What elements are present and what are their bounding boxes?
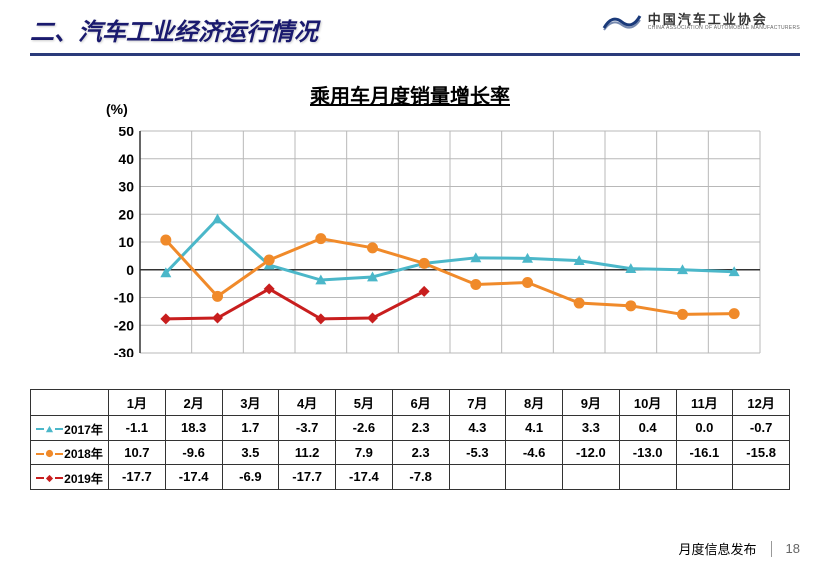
y-axis-unit: (%) [106, 101, 128, 117]
month-header: 1月 [109, 390, 166, 416]
month-header: 10月 [619, 390, 676, 416]
data-cell [733, 465, 790, 490]
header-underline [30, 53, 800, 56]
chart-area: (%) 50403020100-10-20-30 [30, 109, 790, 389]
svg-text:40: 40 [118, 151, 134, 167]
data-cell: -17.7 [279, 465, 336, 490]
data-cell: -5.3 [449, 440, 506, 465]
data-cell [676, 465, 733, 490]
data-cell: -7.8 [392, 465, 449, 490]
month-header: 2月 [165, 390, 222, 416]
data-cell: 2.3 [392, 416, 449, 441]
svg-text:10: 10 [118, 234, 134, 250]
data-cell [619, 465, 676, 490]
data-cell: 3.5 [222, 440, 279, 465]
data-cell: 11.2 [279, 440, 336, 465]
table-corner [31, 390, 109, 416]
data-cell [449, 465, 506, 490]
data-cell: -2.6 [336, 416, 393, 441]
month-header: 5月 [336, 390, 393, 416]
svg-text:50: 50 [118, 127, 134, 139]
svg-text:-20: -20 [114, 317, 134, 333]
page-number: 18 [786, 541, 800, 556]
data-cell: 10.7 [109, 440, 166, 465]
data-cell: 4.1 [506, 416, 563, 441]
footer-separator [771, 541, 772, 557]
data-cell [563, 465, 620, 490]
data-cell: -17.4 [336, 465, 393, 490]
data-cell: -9.6 [165, 440, 222, 465]
month-header: 3月 [222, 390, 279, 416]
month-header: 8月 [506, 390, 563, 416]
data-cell: -13.0 [619, 440, 676, 465]
org-logo: 中国汽车工业协会 CHINA ASSOCIATION OF AUTOMOBILE… [602, 10, 800, 34]
svg-text:-10: -10 [114, 290, 134, 306]
data-cell: 4.3 [449, 416, 506, 441]
data-cell: 18.3 [165, 416, 222, 441]
data-cell: 7.9 [336, 440, 393, 465]
data-cell: -4.6 [506, 440, 563, 465]
svg-text:0: 0 [126, 262, 134, 278]
data-cell: 1.7 [222, 416, 279, 441]
data-table: 1月2月3月4月5月6月7月8月9月10月11月12月 2017年-1.118.3… [30, 389, 790, 490]
data-cell: -15.8 [733, 440, 790, 465]
month-header: 6月 [392, 390, 449, 416]
month-header: 7月 [449, 390, 506, 416]
data-cell: 0.4 [619, 416, 676, 441]
footer-label: 月度信息发布 [679, 539, 757, 558]
month-header: 4月 [279, 390, 336, 416]
logo-mark-icon [602, 10, 642, 34]
data-cell: -16.1 [676, 440, 733, 465]
data-cell: -17.4 [165, 465, 222, 490]
footer: 月度信息发布 18 [679, 539, 800, 558]
legend-cell: 2019年 [31, 465, 109, 490]
svg-text:30: 30 [118, 179, 134, 195]
data-cell [506, 465, 563, 490]
svg-text:-30: -30 [114, 345, 134, 357]
legend-cell: 2017年 [31, 416, 109, 441]
data-cell: -17.7 [109, 465, 166, 490]
data-cell: -6.9 [222, 465, 279, 490]
data-cell: -3.7 [279, 416, 336, 441]
month-header: 9月 [563, 390, 620, 416]
svg-text:20: 20 [118, 206, 134, 222]
data-cell: -1.1 [109, 416, 166, 441]
line-chart: 50 40 30 20 10 0 -10 -20 -30 [100, 127, 770, 357]
month-header: 11月 [676, 390, 733, 416]
data-cell: -0.7 [733, 416, 790, 441]
data-cell: 2.3 [392, 440, 449, 465]
data-cell: 3.3 [563, 416, 620, 441]
data-cell: 0.0 [676, 416, 733, 441]
logo-text-en: CHINA ASSOCIATION OF AUTOMOBILE MANUFACT… [648, 26, 800, 31]
month-header: 12月 [733, 390, 790, 416]
data-cell: -12.0 [563, 440, 620, 465]
legend-cell: 2018年 [31, 440, 109, 465]
